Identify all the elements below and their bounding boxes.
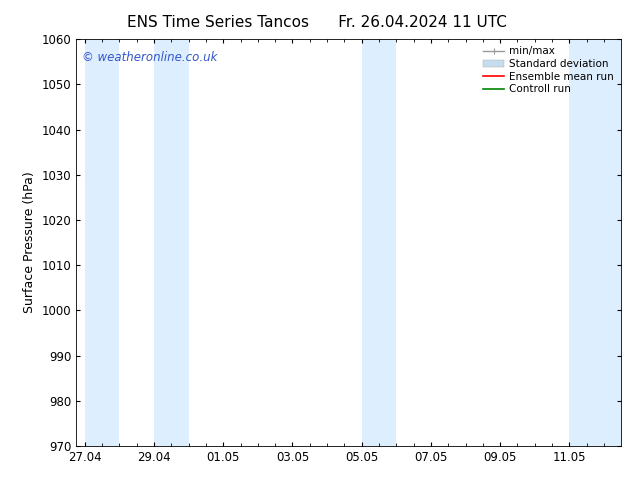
Bar: [85, 39, 119, 446]
Text: ENS Time Series Tancos      Fr. 26.04.2024 11 UTC: ENS Time Series Tancos Fr. 26.04.2024 11…: [127, 15, 507, 30]
Bar: [361, 39, 396, 446]
Y-axis label: Surface Pressure (hPa): Surface Pressure (hPa): [23, 172, 36, 314]
Text: © weatheronline.co.uk: © weatheronline.co.uk: [82, 51, 217, 64]
Legend: min/max, Standard deviation, Ensemble mean run, Controll run: min/max, Standard deviation, Ensemble me…: [481, 45, 616, 97]
Bar: [154, 39, 188, 446]
Bar: [569, 39, 621, 446]
